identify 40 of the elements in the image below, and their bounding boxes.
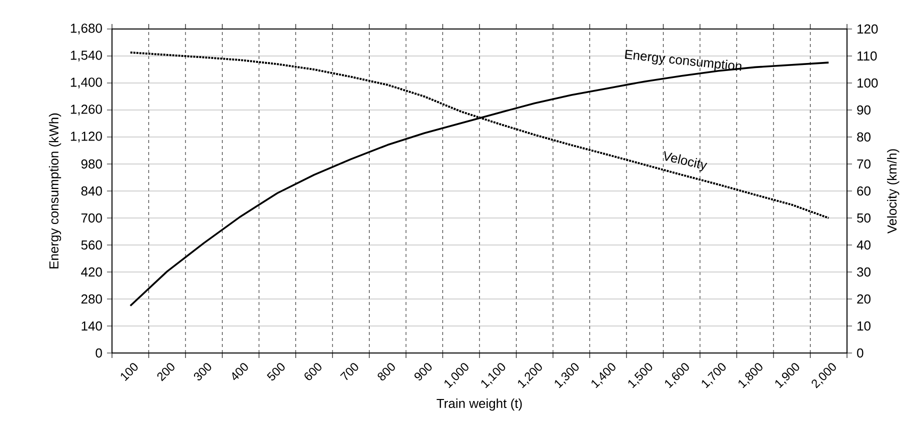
x-tick-label: 200 bbox=[157, 363, 174, 382]
y-tick-label: 1,540 bbox=[70, 50, 102, 62]
y-tick-label: 1,400 bbox=[70, 78, 102, 88]
x-axis-title: Train weight (t) bbox=[436, 398, 522, 411]
y2-axis-title: Velocity (km/h) bbox=[887, 149, 900, 234]
y2-tick-label: 30 bbox=[857, 267, 870, 277]
y-axis-title: Energy consumption (kWh) bbox=[48, 113, 62, 268]
y-tick-label: 0 bbox=[96, 348, 102, 358]
text: Energy consumption bbox=[624, 50, 742, 71]
x-tick-label: 300 bbox=[194, 363, 212, 380]
x-tick-label: 100 bbox=[120, 363, 138, 382]
y-tick-label: 1,260 bbox=[70, 104, 102, 116]
y2-tick-label: 120 bbox=[858, 24, 878, 34]
x-tick-label: 700 bbox=[340, 363, 358, 380]
y-tick-label: 420 bbox=[81, 267, 102, 277]
y2-tick-label: 10 bbox=[858, 321, 870, 331]
y2-tick-label: 60 bbox=[857, 186, 870, 196]
y-tick-label: 700 bbox=[81, 213, 102, 223]
y-tick-label: 560 bbox=[81, 240, 102, 250]
y2-tick-label: 100 bbox=[858, 78, 878, 88]
y2-tick-label: 90 bbox=[857, 105, 870, 115]
y-tick-label: 140 bbox=[82, 321, 102, 331]
y-tick-label: 1,120 bbox=[70, 132, 102, 142]
y2-tick-label: 40 bbox=[856, 240, 870, 250]
y2-tick-label: 110 bbox=[858, 51, 877, 61]
y2-tick-label: 20 bbox=[857, 294, 870, 304]
y2-tick-label: 80 bbox=[857, 132, 870, 142]
y-tick-label: 1,680 bbox=[70, 24, 102, 34]
x-tick-label: 500 bbox=[266, 363, 285, 380]
x-tick-label: 600 bbox=[304, 363, 322, 380]
x-tick-label: 800 bbox=[378, 363, 395, 380]
y-tick-label: 280 bbox=[81, 294, 102, 304]
y2-tick-label: 50 bbox=[857, 213, 870, 223]
x-tick-label: 400 bbox=[232, 363, 248, 380]
y-tick-label: 980 bbox=[81, 159, 102, 169]
x-tick-label: 900 bbox=[414, 363, 432, 380]
y2-tick-label: 0 bbox=[857, 348, 864, 358]
y-tick-label: 840 bbox=[81, 186, 102, 196]
text: Velocity bbox=[664, 151, 708, 172]
y2-tick-label: 70 bbox=[857, 159, 870, 169]
